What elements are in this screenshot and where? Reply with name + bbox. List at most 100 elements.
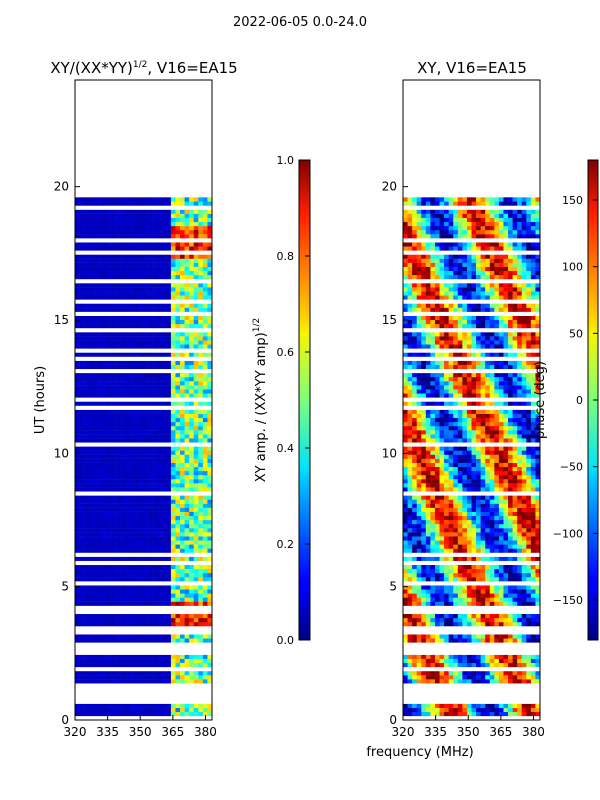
heatmap-cell	[166, 638, 172, 643]
heatmap-cell	[116, 671, 121, 676]
heatmap-cell	[498, 617, 504, 623]
heatmap-cell	[88, 605, 94, 610]
heatmap-cell	[476, 609, 481, 615]
heatmap-cell	[143, 213, 149, 218]
heatmap-cell	[116, 634, 121, 639]
heatmap-cell	[498, 585, 504, 590]
heatmap-cell	[175, 262, 181, 267]
heatmap-cell	[175, 205, 181, 210]
heatmap-cell	[79, 601, 85, 606]
heatmap-cell	[170, 258, 176, 263]
heatmap-cell	[157, 299, 163, 304]
heatmap-cell	[425, 671, 431, 676]
heatmap-cell	[152, 630, 158, 635]
heatmap-cell	[489, 683, 495, 688]
heatmap-cell	[421, 679, 427, 684]
heatmap-cell	[425, 609, 431, 615]
heatmap-cell	[79, 283, 85, 288]
heatmap-cell	[421, 699, 427, 704]
heatmap-cell	[193, 642, 199, 647]
heatmap-cell	[111, 568, 117, 574]
heatmap-cell	[462, 601, 468, 606]
heatmap-cell	[148, 622, 153, 627]
heatmap-cell	[517, 605, 523, 610]
heatmap-cell	[175, 613, 181, 619]
heatmap-cell	[512, 666, 518, 672]
heatmap-cell	[503, 654, 509, 659]
heatmap-cell	[84, 405, 89, 410]
heatmap-cell	[175, 687, 181, 692]
heatmap-cell	[416, 666, 422, 672]
heatmap-cell	[125, 426, 131, 431]
colorbar-tick-label: 0.6	[277, 346, 295, 359]
heatmap-cell	[184, 658, 190, 664]
heatmap-cell	[75, 221, 80, 227]
heatmap-cell	[161, 442, 167, 447]
heatmap-cell	[134, 479, 140, 484]
heatmap-cell	[138, 336, 144, 341]
heatmap-cell	[175, 299, 181, 304]
heatmap-cell	[198, 646, 204, 651]
heatmap-cell	[189, 287, 195, 292]
heatmap-cell	[180, 274, 185, 280]
heatmap-cell	[476, 577, 481, 582]
heatmap-cell	[102, 495, 108, 500]
heatmap-cell	[152, 450, 158, 455]
heatmap-cell	[88, 356, 94, 361]
heatmap-cell	[434, 683, 440, 688]
heatmap-cell	[170, 225, 176, 231]
heatmap-cell	[102, 556, 108, 561]
heatmap-cell	[148, 421, 153, 427]
heatmap-cell	[166, 617, 172, 623]
heatmap-cell	[134, 389, 140, 394]
heatmap-cell	[180, 703, 185, 708]
heatmap-cell	[453, 679, 459, 684]
heatmap-cell	[106, 246, 112, 251]
heatmap-cell	[93, 617, 99, 623]
heatmap-cell	[166, 368, 172, 374]
heatmap-cell	[152, 340, 158, 345]
heatmap-cell	[120, 605, 126, 610]
heatmap-cell	[498, 679, 504, 684]
heatmap-cell	[143, 654, 149, 659]
heatmap-cell	[148, 470, 153, 476]
heatmap-cell	[425, 585, 431, 590]
heatmap-cell	[485, 691, 491, 696]
heatmap-cell	[120, 270, 126, 276]
heatmap-cell	[430, 695, 436, 700]
heatmap-cell	[143, 201, 149, 206]
heatmap-cell	[120, 548, 126, 553]
heatmap-cell	[88, 197, 94, 202]
heatmap-cell	[189, 589, 195, 594]
heatmap-cell	[180, 352, 185, 357]
heatmap-cell	[88, 295, 94, 300]
heatmap-cell	[508, 691, 513, 696]
heatmap-cell	[207, 446, 212, 451]
heatmap-cell	[129, 201, 135, 206]
heatmap-cell	[403, 585, 408, 590]
heatmap-cell	[84, 642, 89, 647]
heatmap-cell	[152, 532, 158, 537]
heatmap-cell	[170, 381, 176, 386]
heatmap-cell	[161, 458, 167, 463]
heatmap-cell	[143, 573, 149, 578]
heatmap-cell	[453, 695, 459, 700]
heatmap-cell	[448, 699, 454, 704]
heatmap-cell	[526, 715, 532, 720]
heatmap-cell	[161, 597, 167, 602]
heatmap-cell	[106, 434, 112, 439]
heatmap-cell	[93, 344, 99, 349]
heatmap-cell	[120, 691, 126, 696]
heatmap-cell	[189, 336, 195, 341]
heatmap-cell	[189, 417, 195, 423]
heatmap-cell	[134, 291, 140, 296]
heatmap-cell	[207, 417, 212, 423]
heatmap-cell	[166, 385, 172, 390]
heatmap-cell	[193, 360, 199, 365]
heatmap-cell	[521, 573, 527, 578]
heatmap-cell	[184, 605, 190, 610]
heatmap-cell	[444, 568, 449, 574]
heatmap-cell	[88, 613, 94, 619]
heatmap-cell	[175, 715, 181, 720]
heatmap-cell	[106, 315, 112, 321]
